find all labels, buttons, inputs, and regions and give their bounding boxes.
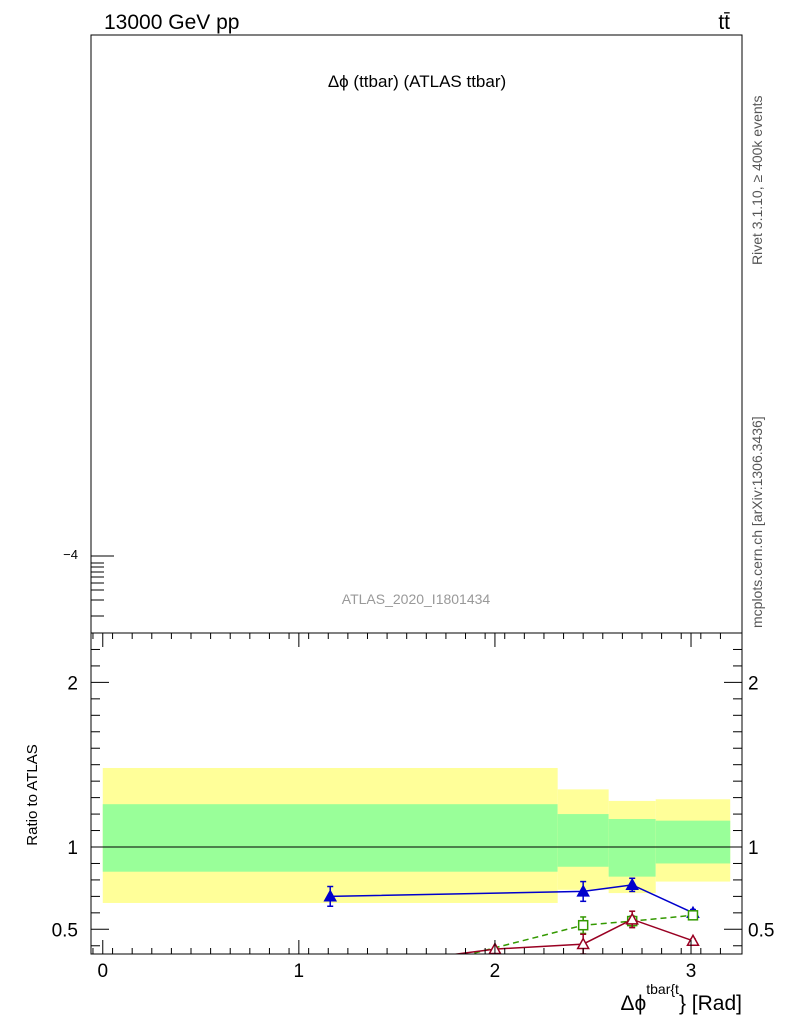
x-tick-label-1: 1 <box>294 961 305 982</box>
x-axis-label-main: Δϕ <box>620 992 646 1015</box>
x-axis-label-sup: tbar{t <box>646 981 679 997</box>
series-0-marker-2 <box>625 877 639 891</box>
x-tick-label-3: 3 <box>686 961 697 982</box>
series-2-line <box>451 918 694 954</box>
y-axis-label: Ratio to ATLAS <box>24 744 41 845</box>
band-inner-1 <box>557 814 609 867</box>
plot-title: Δϕ (ttbar) (ATLAS ttbar) <box>328 72 506 91</box>
band-inner-0 <box>102 804 558 872</box>
series-0-marker-1 <box>576 884 590 897</box>
series-1 <box>467 910 699 954</box>
series-0-line <box>330 884 694 914</box>
x-axis-label: Δϕtbar{t} [Rad] <box>620 981 742 1015</box>
series-2-marker-4 <box>686 933 700 946</box>
x-axis-label-rest: } [Rad] <box>679 992 742 1015</box>
series-1-marker-1 <box>577 919 589 931</box>
x-tick-label-0: 0 <box>97 961 108 982</box>
y-tick-label-left-1: 1 <box>67 838 78 859</box>
y-tick-label-right-0: 0.5 <box>748 920 774 941</box>
side-label-mcplots: mcplots.cern.ch [arXiv:1306.3436] <box>749 416 765 628</box>
series-2-marker-3 <box>625 912 639 925</box>
process-label: tt̄ <box>718 11 730 34</box>
analysis-id: ATLAS_2020_I1801434 <box>342 591 491 607</box>
x-tick-label-2: 2 <box>490 961 501 982</box>
band-inner-2 <box>608 819 656 877</box>
ratio-axes: 0 1 2 3 0.5 0.5 1 1 2 2 <box>52 633 774 982</box>
ratio-bands <box>102 767 731 903</box>
main-panel-frame <box>90 34 743 634</box>
band-inner-3 <box>655 820 731 864</box>
series-1-marker-3 <box>687 910 699 921</box>
y-tick-label-right-1: 1 <box>748 838 759 859</box>
series-0-marker-0 <box>323 889 337 902</box>
y-tick-label-left-2: 2 <box>67 673 78 694</box>
y-tick-label-right-2: 2 <box>748 673 759 694</box>
ratio-panel-frame <box>90 632 743 955</box>
y-tick-label-left-0: 0.5 <box>52 920 78 941</box>
main-y-tick-label: −4 <box>63 547 78 562</box>
energy-label: 13000 GeV pp <box>104 11 239 34</box>
side-label-rivet: Rivet 3.1.10, ≥ 400k events <box>749 95 765 265</box>
main-y-ticks <box>91 555 114 617</box>
